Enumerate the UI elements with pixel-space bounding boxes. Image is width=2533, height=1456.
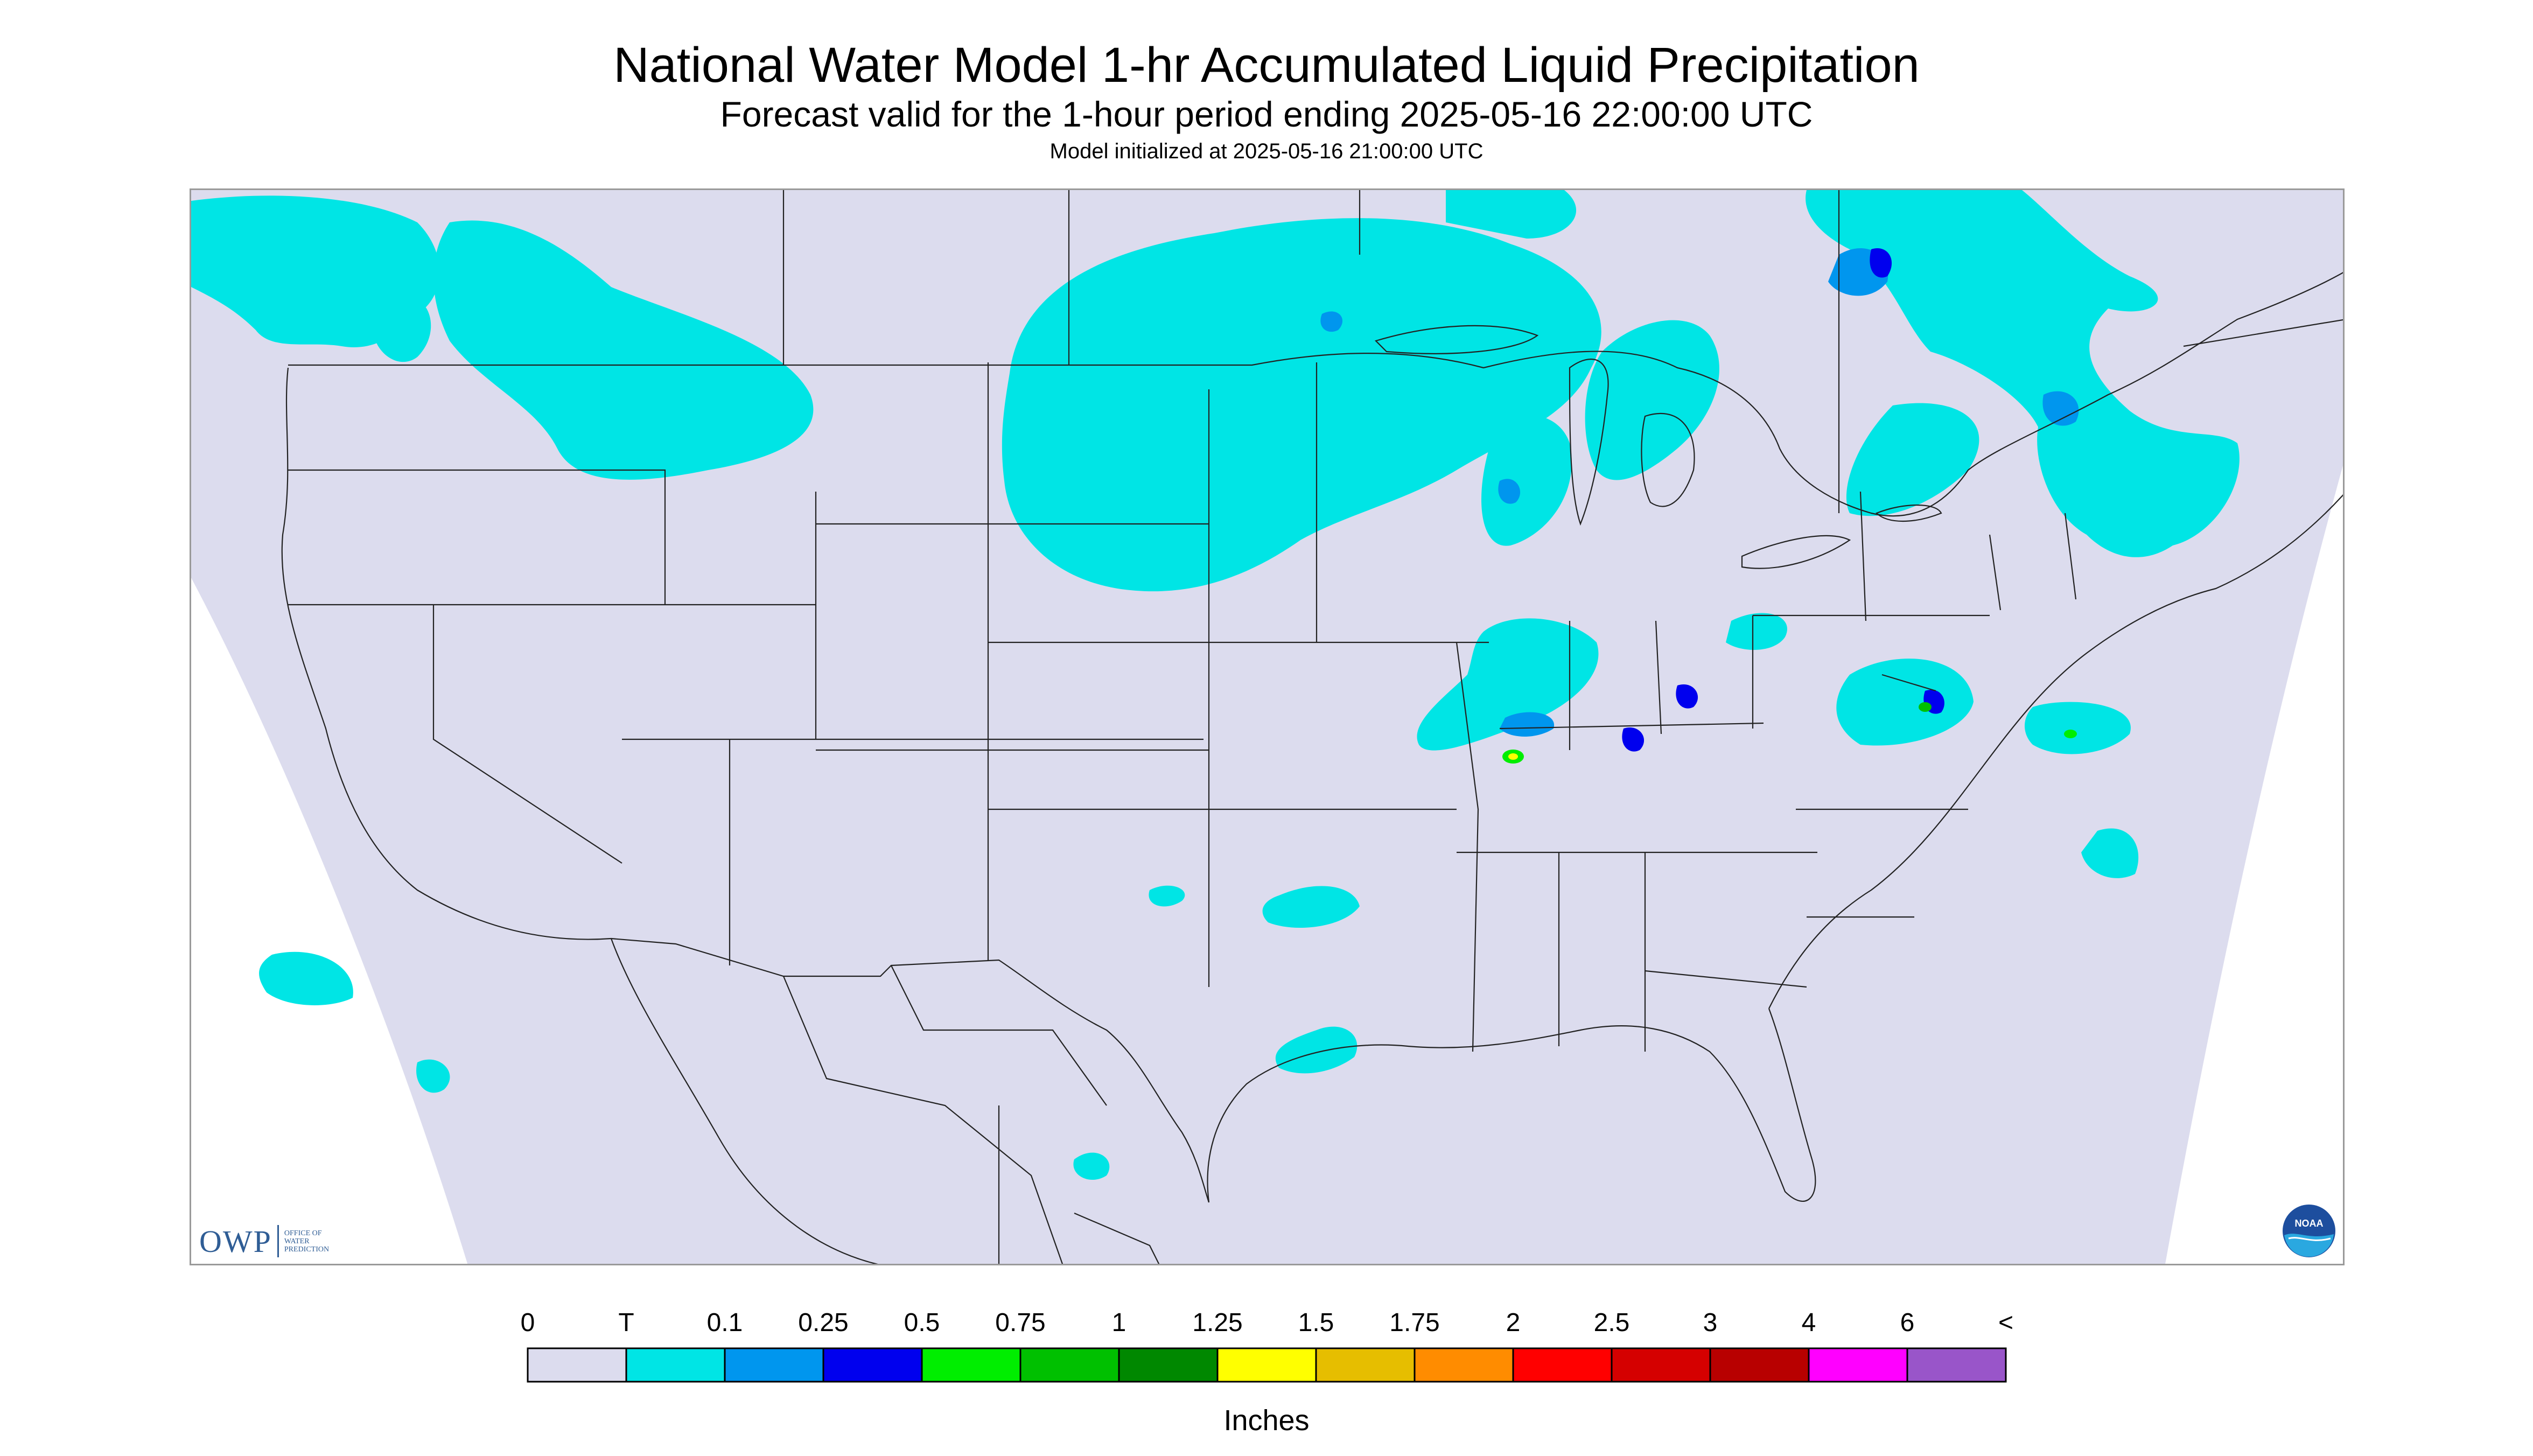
- units-label: Inches: [1223, 1404, 1310, 1437]
- legend-tick-label: 6: [1900, 1308, 1915, 1337]
- legend-swatch: [921, 1347, 1021, 1383]
- legend-tick-label: 0.25: [798, 1308, 848, 1337]
- legend-swatch: [822, 1347, 923, 1383]
- owp-logo: OWP OFFICE OF WATER PREDICTION: [199, 1222, 344, 1260]
- legend-swatch: [1709, 1347, 1810, 1383]
- precip-heavy-cores: [1502, 702, 2077, 764]
- legend-tick-label: 0.75: [995, 1308, 1045, 1337]
- legend-tick-label: 0.5: [904, 1308, 940, 1337]
- legend-tick-label: 2.5: [1594, 1308, 1630, 1337]
- precip-trace-areas: [191, 190, 2240, 1180]
- owp-logo-divider: [277, 1225, 279, 1257]
- legend-tick-label: 0: [521, 1308, 535, 1337]
- legend-swatch: [1315, 1347, 1416, 1383]
- forecast-valid-subtitle: Forecast valid for the 1-hour period end…: [720, 94, 1813, 134]
- legend-swatch: [527, 1347, 627, 1383]
- owp-logo-text: OFFICE OF WATER PREDICTION: [284, 1229, 330, 1254]
- legend-swatch: [724, 1347, 824, 1383]
- legend-tick-label: 1.25: [1192, 1308, 1242, 1337]
- precipitation-map[interactable]: [190, 188, 2345, 1265]
- color-legend: 0 T 0.1 0.25 0.5 0.75 1 1.25 1.5 1.75 2 2.5 3 4 6 <: [521, 1308, 2013, 1383]
- legend-swatch: [1414, 1347, 1514, 1383]
- precip-0.1-areas: [1320, 248, 2079, 737]
- legend-swatch: [1512, 1347, 1613, 1383]
- legend-swatch: [1118, 1347, 1219, 1383]
- map-canvas: [191, 190, 2343, 1264]
- legend-tick-label: 2: [1506, 1308, 1521, 1337]
- legend-swatch: [1808, 1347, 1908, 1383]
- legend-swatch: [1906, 1347, 2007, 1383]
- legend-swatch: [1019, 1347, 1120, 1383]
- legend-tick-label: 4: [1802, 1308, 1816, 1337]
- legend-tick-label: 0.1: [707, 1308, 743, 1337]
- chart-title: National Water Model 1-hr Accumulated Li…: [613, 38, 1920, 93]
- legend-swatch: [1216, 1347, 1317, 1383]
- legend-tick-label: 1.5: [1298, 1308, 1334, 1337]
- legend-tick-label: T: [618, 1308, 634, 1337]
- legend-tick-label: 1: [1112, 1308, 1126, 1337]
- noaa-logo: NOAA: [2282, 1203, 2336, 1258]
- model-init-text: Model initialized at 2025-05-16 21:00:00…: [1049, 139, 1484, 163]
- legend-tick-label: 3: [1703, 1308, 1718, 1337]
- legend-tick-label: 1.75: [1389, 1308, 1439, 1337]
- owp-logo-mark: OWP: [199, 1223, 272, 1259]
- noaa-logo-text: NOAA: [2295, 1218, 2324, 1229]
- legend-tick-label: <: [1998, 1308, 2013, 1337]
- legend-swatch: [625, 1347, 726, 1383]
- political-boundaries: [281, 190, 2343, 1264]
- legend-swatch: [1611, 1347, 1711, 1383]
